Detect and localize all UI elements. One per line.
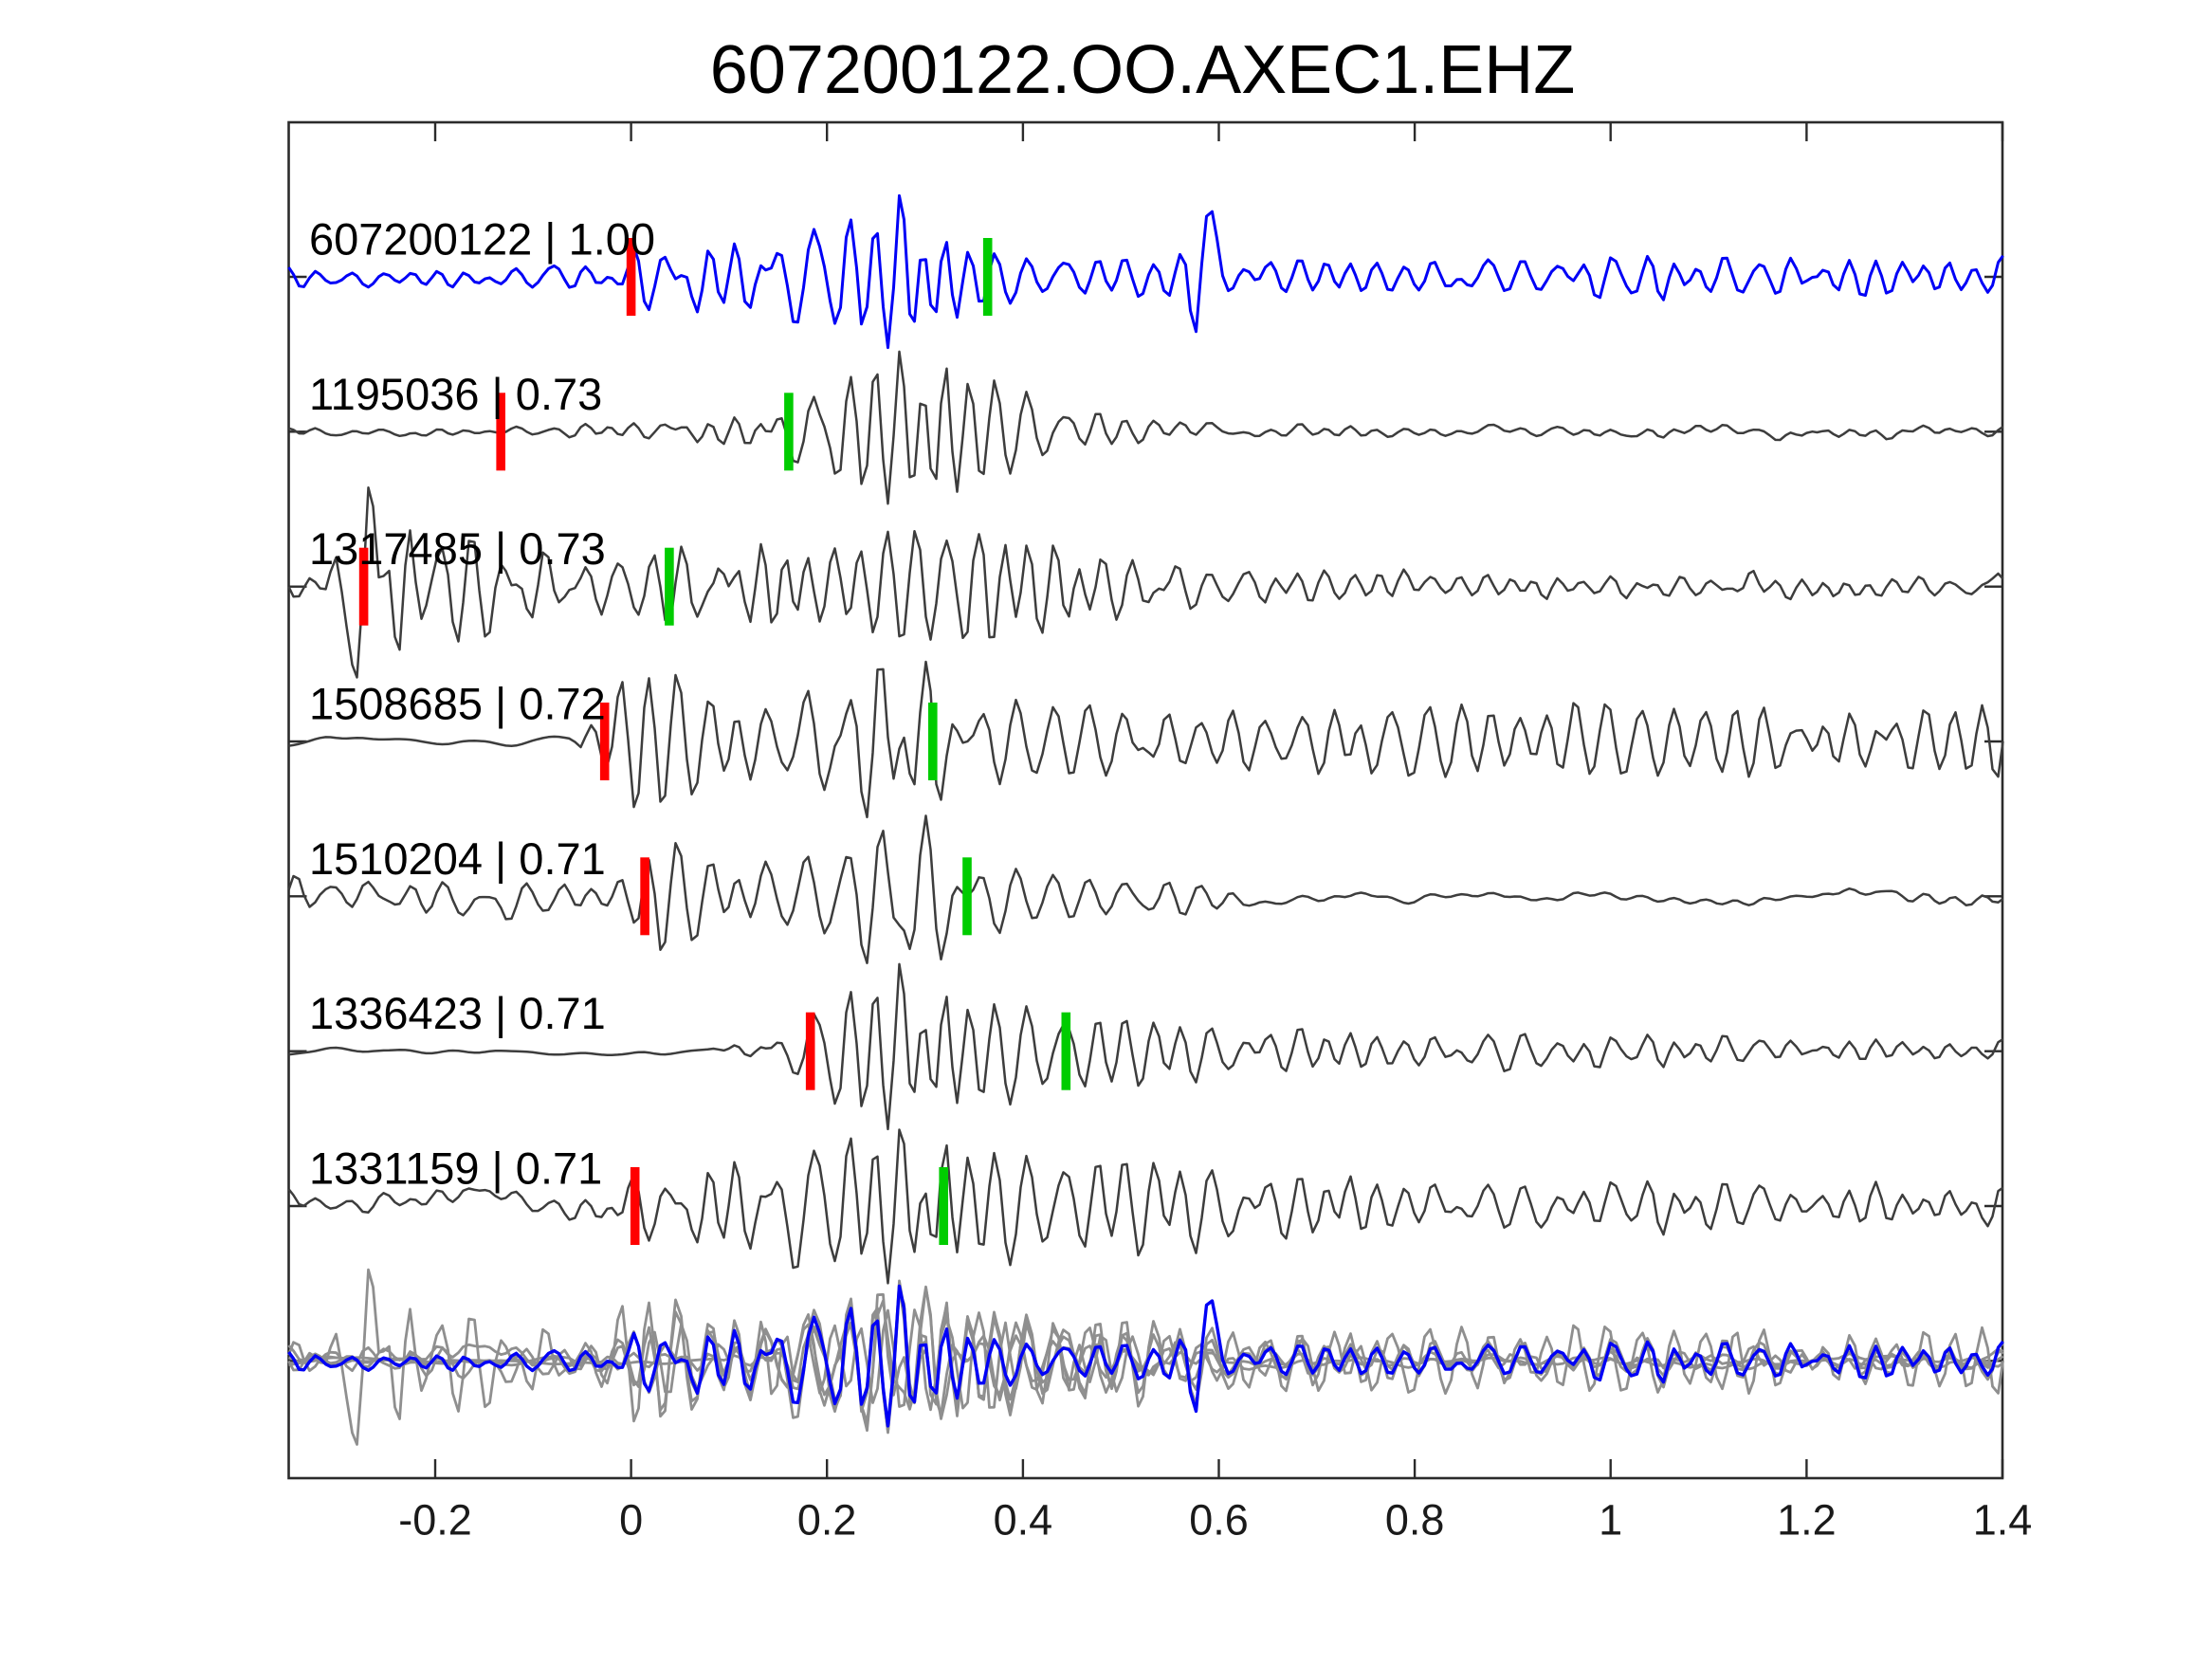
- svg-text:1331159 | 0.71: 1331159 | 0.71: [309, 1143, 602, 1194]
- svg-text:1: 1: [1599, 1496, 1622, 1545]
- svg-text:-0.2: -0.2: [398, 1496, 472, 1545]
- svg-text:1510204 | 0.71: 1510204 | 0.71: [309, 833, 606, 884]
- svg-text:1195036 | 0.73: 1195036 | 0.73: [309, 369, 602, 419]
- svg-text:1336423 | 0.71: 1336423 | 0.71: [309, 988, 606, 1038]
- svg-text:0: 0: [619, 1496, 643, 1545]
- svg-text:0.6: 0.6: [1189, 1496, 1249, 1545]
- svg-text:1.4: 1.4: [1973, 1496, 2033, 1545]
- svg-text:0.2: 0.2: [797, 1496, 857, 1545]
- svg-text:607200122.OO.AXEC1.EHZ: 607200122.OO.AXEC1.EHZ: [710, 32, 1576, 108]
- svg-text:607200122 | 1.00: 607200122 | 1.00: [309, 214, 655, 265]
- svg-text:0.8: 0.8: [1385, 1496, 1445, 1545]
- svg-text:0.4: 0.4: [994, 1496, 1053, 1545]
- svg-text:1508685 | 0.72: 1508685 | 0.72: [309, 679, 606, 729]
- svg-text:1.2: 1.2: [1777, 1496, 1837, 1545]
- svg-text:1317485 | 0.73: 1317485 | 0.73: [309, 523, 606, 574]
